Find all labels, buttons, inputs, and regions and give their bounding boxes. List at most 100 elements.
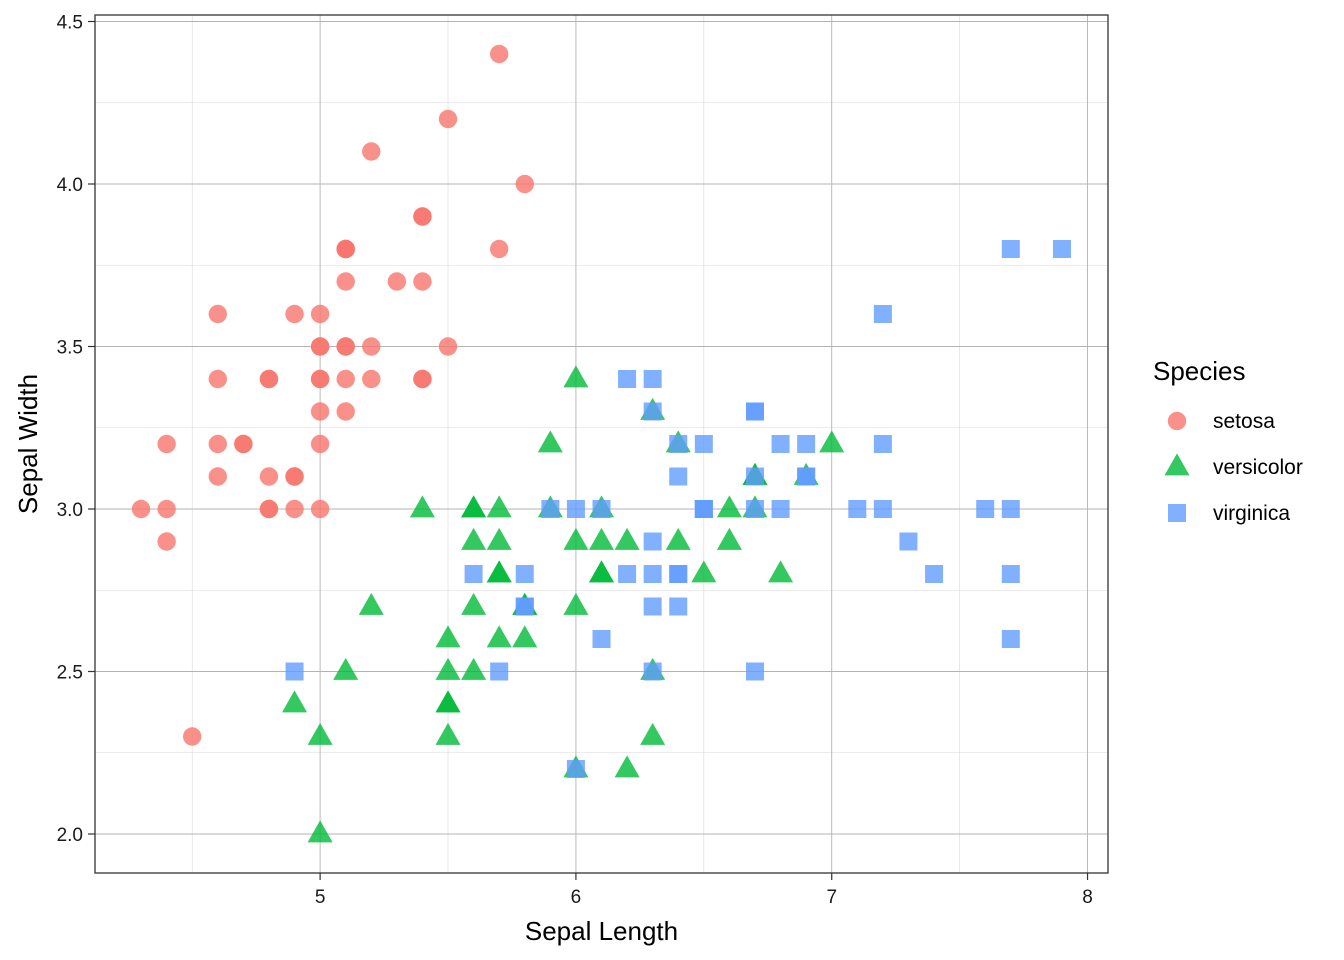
setosa-point <box>310 434 330 454</box>
x-tick-label: 8 <box>1082 887 1093 908</box>
x-axis-title: Sepal Length <box>525 916 678 946</box>
virginica-point <box>899 532 918 551</box>
x-tick-label: 5 <box>315 887 326 908</box>
virginica-point <box>745 467 764 486</box>
versicolor-point <box>486 495 512 518</box>
legend: Species setosa versicolor virginica <box>1153 356 1303 525</box>
versicolor-point <box>768 560 794 583</box>
setosa-point <box>208 434 227 454</box>
versicolor-point <box>665 527 691 550</box>
virginica-point <box>976 500 995 518</box>
virginica-point <box>592 500 611 518</box>
virginica-point <box>643 662 662 681</box>
versicolor-point <box>435 657 461 680</box>
versicolor-point <box>563 592 589 615</box>
setosa-point <box>438 337 458 356</box>
x-tick-label: 7 <box>826 887 837 908</box>
versicolor-point <box>282 690 308 713</box>
panel-border <box>94 14 1109 874</box>
virginica-point <box>797 435 816 453</box>
setosa-point <box>515 174 534 194</box>
data-points <box>131 44 1071 843</box>
virginica-point <box>566 760 585 778</box>
setosa-point <box>259 467 279 486</box>
versicolor-point <box>307 820 333 843</box>
setosa-point <box>259 499 279 519</box>
versicolor-point <box>614 755 640 778</box>
x-tick-label: 6 <box>571 887 582 908</box>
virginica-point <box>541 500 560 518</box>
virginica-point <box>925 565 944 583</box>
setosa-point <box>310 337 330 356</box>
setosa-point <box>157 499 176 519</box>
virginica-point <box>1001 240 1020 258</box>
setosa-point <box>489 239 509 259</box>
versicolor-point <box>486 527 512 550</box>
versicolor-point <box>614 527 640 550</box>
setosa-point <box>336 369 355 389</box>
y-tick-label: 3.0 <box>57 500 83 521</box>
setosa-point <box>285 467 304 486</box>
virginica-point <box>566 500 585 518</box>
setosa-point <box>413 369 432 389</box>
virginica-point <box>745 402 764 421</box>
y-axis-title: Sepal Width <box>13 374 43 514</box>
virginica-point <box>694 500 713 518</box>
versicolor-point <box>716 527 742 550</box>
legend-item-setosa: setosa <box>1167 410 1275 433</box>
setosa-point <box>208 369 227 389</box>
versicolor-point <box>486 560 512 583</box>
setosa-point <box>413 272 432 291</box>
legend-label: versicolor <box>1213 456 1303 479</box>
virginica-point <box>694 435 713 453</box>
setosa-point <box>336 239 355 259</box>
legend-title: Species <box>1153 356 1246 386</box>
setosa-point <box>413 207 432 226</box>
setosa-point <box>387 272 407 291</box>
versicolor-point <box>461 657 487 680</box>
setosa-point <box>336 402 355 421</box>
setosa-point <box>131 499 151 519</box>
versicolor-point <box>409 495 435 518</box>
versicolor-point <box>563 365 589 388</box>
y-tick-label: 2.0 <box>57 825 83 846</box>
versicolor-point <box>307 722 333 745</box>
setosa-point <box>208 304 227 324</box>
virginica-point <box>1001 565 1020 583</box>
virginica-point <box>515 565 534 583</box>
setosa-point <box>362 369 381 389</box>
axes: 5 6 7 8 2.0 2.5 3.0 3.5 4.0 4.5 <box>57 13 1093 909</box>
virginica-point <box>285 662 304 681</box>
virginica-point <box>464 565 483 583</box>
virginica-point <box>873 305 892 323</box>
y-tick-label: 2.5 <box>57 663 83 684</box>
virginica-point <box>1001 630 1020 648</box>
virginica-point <box>592 630 611 648</box>
versicolor-point <box>435 722 461 745</box>
legend-key-virginica <box>1168 504 1186 522</box>
virginica-point <box>669 435 688 453</box>
legend-key-versicolor <box>1164 453 1190 476</box>
virginica-point <box>515 597 534 616</box>
virginica-point <box>771 435 790 453</box>
versicolor-point <box>486 625 512 648</box>
versicolor-point <box>819 430 845 453</box>
legend-item-virginica: virginica <box>1168 502 1290 525</box>
versicolor-point <box>333 657 359 680</box>
setosa-point <box>208 467 227 486</box>
virginica-point <box>618 565 637 583</box>
setosa-point <box>362 337 381 356</box>
versicolor-point <box>435 690 461 713</box>
setosa-point <box>336 272 355 291</box>
versicolor-point <box>358 592 384 615</box>
versicolor-point <box>589 527 614 550</box>
setosa-point <box>310 304 330 324</box>
versicolor-point <box>461 527 487 550</box>
virginica-point <box>643 402 662 421</box>
setosa-point <box>157 434 176 454</box>
virginica-point <box>1001 500 1020 518</box>
setosa-point <box>310 369 330 389</box>
virginica-point <box>745 662 764 681</box>
virginica-point <box>669 597 688 616</box>
